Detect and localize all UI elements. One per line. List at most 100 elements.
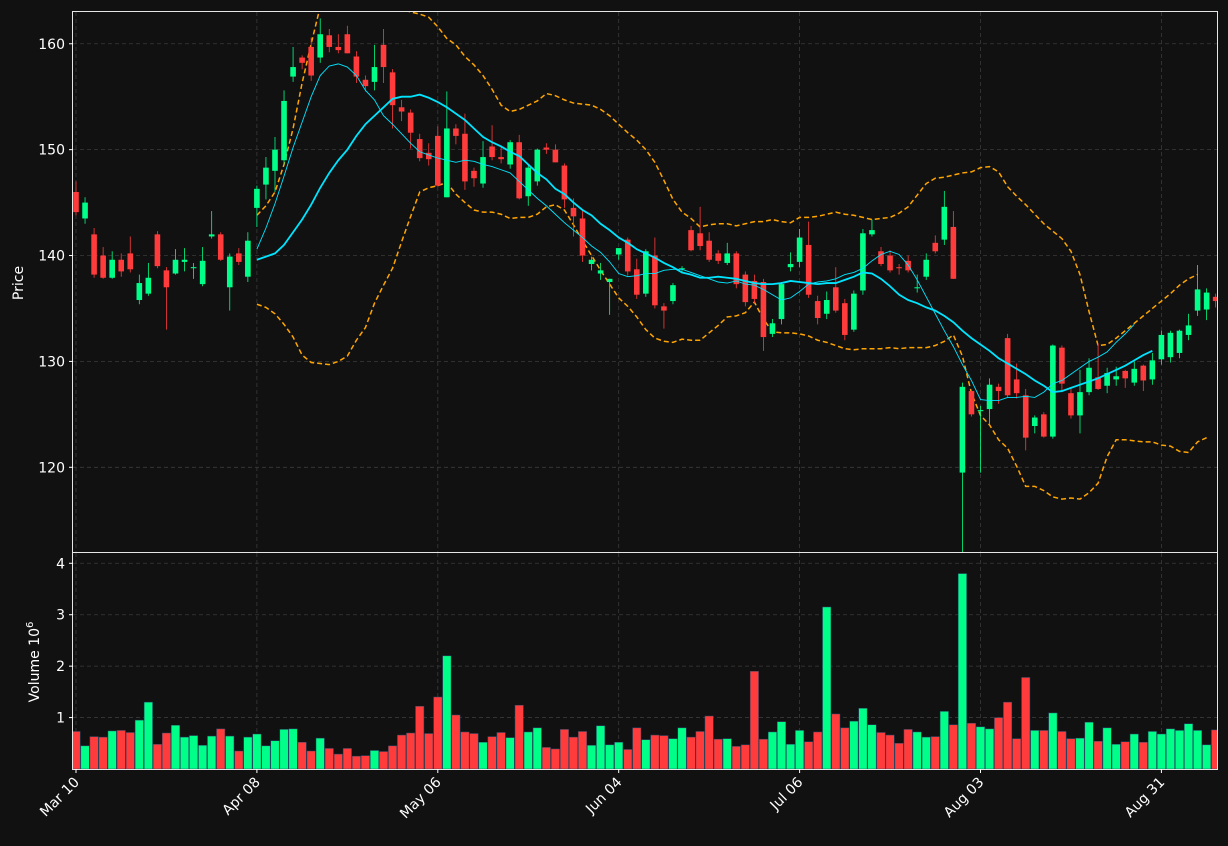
price-tick-label: 160: [38, 37, 65, 53]
candle-body: [941, 206, 948, 240]
candle-body: [516, 142, 523, 199]
candle-body: [715, 253, 721, 261]
volume-bar: [849, 720, 859, 769]
candle-body: [869, 230, 875, 235]
candle-body: [742, 274, 749, 303]
bollinger-bands: [256, 12, 1207, 500]
candle-body: [697, 233, 703, 246]
candle-body: [661, 306, 667, 311]
candle-body: [444, 128, 450, 198]
volume-bar: [288, 728, 298, 769]
candle-body: [823, 300, 830, 314]
candle-body: [127, 253, 134, 270]
candle-body: [208, 234, 215, 237]
volume-bar: [559, 729, 569, 769]
volume-bar: [243, 736, 253, 769]
volume-bar: [768, 731, 777, 769]
volume-bar: [388, 745, 398, 769]
candle-body: [1113, 376, 1119, 380]
volume-axis-exponent: 6: [25, 622, 36, 628]
volume-bar: [1030, 730, 1040, 769]
volume-bar: [152, 744, 162, 769]
volume-bar: [967, 722, 976, 769]
candle-body: [643, 251, 649, 294]
volume-bar: [406, 732, 416, 769]
candle-body: [832, 287, 839, 311]
candle-body: [1086, 367, 1092, 393]
volume-bar: [496, 732, 506, 769]
volume-bar: [125, 732, 135, 769]
candle-body: [914, 287, 920, 289]
candle-body: [1131, 368, 1138, 383]
candle-body: [407, 112, 414, 133]
volume-bar: [297, 742, 307, 769]
volume-axis-label: Volume 106: [25, 622, 43, 703]
candle-body: [371, 67, 378, 82]
candle-body: [471, 170, 477, 179]
volume-bar: [252, 733, 262, 769]
volume-bar: [1075, 737, 1085, 769]
candle-body: [534, 149, 541, 182]
volume-bar: [469, 733, 479, 769]
candle-body: [995, 386, 1002, 392]
candle-body: [959, 386, 966, 473]
volume-bar: [505, 737, 515, 769]
volume-bar: [985, 728, 994, 769]
candle-body: [597, 270, 604, 274]
volume-bar: [686, 736, 696, 769]
candle-body: [380, 44, 387, 68]
candle-body: [977, 410, 984, 412]
candle-body: [1194, 289, 1201, 311]
candle-body: [362, 79, 369, 87]
volume-bar: [261, 745, 271, 769]
candle-body: [570, 207, 577, 217]
candle-body: [489, 146, 495, 158]
volume-bar: [134, 719, 144, 769]
candle-body: [1140, 365, 1147, 381]
volume-bar: [73, 731, 81, 769]
candle-body: [82, 202, 88, 219]
volume-bar: [324, 748, 334, 769]
price-tick-label: 150: [38, 143, 65, 159]
candle-body: [335, 46, 342, 51]
volume-bar: [786, 744, 796, 769]
volume-bar: [370, 750, 379, 769]
candle-body: [778, 284, 785, 320]
volume-bar: [98, 736, 108, 769]
volume-bar: [360, 755, 370, 769]
candle-body: [1004, 338, 1011, 396]
volume-bar: [876, 732, 886, 769]
candle-body: [860, 233, 866, 291]
candle-body: [425, 152, 432, 160]
volume-bar: [867, 724, 877, 769]
volume-bar: [1111, 744, 1121, 769]
candle-body: [787, 264, 794, 268]
volume-bar: [442, 655, 452, 769]
volume-bar: [198, 745, 208, 769]
candle-body: [561, 165, 568, 200]
candle-body: [679, 268, 685, 270]
volume-bar: [116, 730, 126, 769]
candle-body: [1203, 292, 1210, 310]
volume-bar: [225, 735, 235, 769]
volume-bar: [234, 750, 244, 769]
candle-body: [986, 384, 993, 410]
candle-body: [525, 167, 532, 197]
candle-body: [1176, 330, 1183, 353]
candle-body: [670, 285, 676, 302]
candle-body: [435, 135, 441, 186]
volume-bar: [740, 744, 750, 769]
volume-bar: [704, 715, 714, 769]
candle-body: [1158, 334, 1165, 360]
volume-bar: [641, 739, 651, 769]
volume-bar: [1120, 741, 1130, 769]
volume-bar: [677, 727, 687, 769]
candle-body: [453, 128, 459, 136]
volume-axis-ticks: 1 2 3 4: [56, 556, 73, 727]
volume-bar: [1184, 723, 1193, 769]
volume-bar: [1202, 744, 1212, 769]
volume-bar: [578, 731, 587, 769]
candle-body: [1041, 414, 1047, 437]
candle-body: [190, 267, 197, 269]
volume-bar: [831, 713, 841, 769]
